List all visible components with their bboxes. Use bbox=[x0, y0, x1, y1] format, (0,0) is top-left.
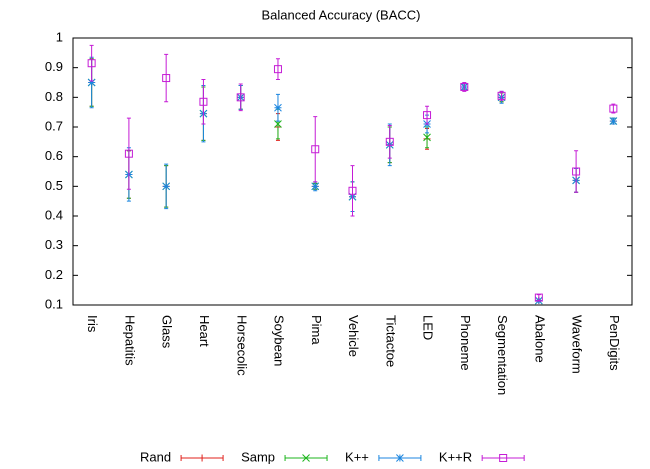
legend-label: Samp bbox=[241, 449, 275, 464]
point-marker bbox=[311, 145, 320, 154]
y-tick-label: 0.6 bbox=[45, 148, 63, 163]
legend-label: Rand bbox=[140, 449, 171, 464]
error-bar bbox=[350, 165, 355, 217]
x-tick-label: LED bbox=[421, 315, 436, 340]
point-marker bbox=[534, 293, 543, 302]
point-marker bbox=[423, 111, 432, 120]
x-tick-label: Waveform bbox=[570, 315, 585, 374]
y-tick-label: 0.3 bbox=[45, 237, 63, 252]
point-marker bbox=[87, 59, 96, 68]
x-tick-label: Heart bbox=[197, 315, 212, 347]
point-marker bbox=[124, 149, 133, 158]
x-tick-label: Tictactoe bbox=[383, 315, 398, 367]
error-bar bbox=[425, 105, 430, 125]
error-bar bbox=[89, 44, 94, 82]
legend-label: K++R bbox=[439, 449, 472, 464]
chart-title: Balanced Accuracy (BACC) bbox=[262, 7, 421, 22]
error-bar bbox=[126, 117, 131, 190]
error-bar bbox=[574, 150, 579, 193]
y-tick-label: 0.2 bbox=[45, 267, 63, 282]
x-tick-label: Hepatitis bbox=[122, 315, 137, 366]
x-tick-label: Horsecolic bbox=[234, 315, 249, 376]
point-marker bbox=[199, 97, 208, 106]
point-marker bbox=[385, 137, 394, 146]
x-tick-label: Phoneme bbox=[458, 315, 473, 371]
x-tick-label: Segmentation bbox=[495, 315, 510, 395]
point-marker bbox=[348, 186, 357, 195]
error-bar bbox=[164, 53, 169, 103]
point-marker bbox=[423, 133, 431, 142]
point-marker bbox=[311, 182, 320, 191]
y-tick-label: 1 bbox=[56, 29, 63, 44]
x-tick-label: Abalone bbox=[532, 315, 547, 363]
point-marker bbox=[274, 120, 282, 128]
error-bar bbox=[313, 116, 318, 183]
x-tick-label: Vehicle bbox=[346, 315, 361, 357]
error-bar bbox=[536, 294, 541, 302]
x-tick-label: Pima bbox=[309, 315, 324, 345]
error-bar bbox=[201, 79, 206, 125]
point-marker bbox=[273, 65, 282, 74]
point-marker bbox=[236, 93, 245, 102]
x-tick-label: PenDigits bbox=[607, 315, 622, 371]
legend-marker bbox=[499, 454, 508, 462]
y-tick-label: 0.7 bbox=[45, 118, 63, 133]
error-bar bbox=[611, 103, 616, 114]
point-marker bbox=[497, 91, 506, 100]
plot-frame bbox=[72, 37, 633, 306]
x-tick-label: Soybean bbox=[272, 315, 287, 366]
error-bar bbox=[387, 125, 392, 159]
y-tick-label: 0.4 bbox=[45, 207, 63, 222]
point-marker bbox=[609, 104, 618, 113]
point-marker bbox=[609, 117, 618, 125]
error-bar bbox=[275, 58, 280, 81]
y-tick-label: 0.5 bbox=[45, 178, 63, 193]
error-bar bbox=[238, 83, 243, 112]
x-tick-label: Iris bbox=[85, 315, 100, 333]
legend-marker bbox=[198, 454, 206, 462]
point-marker bbox=[572, 167, 581, 176]
point-marker bbox=[274, 103, 282, 112]
legend-marker bbox=[302, 454, 310, 462]
legend-label: K++ bbox=[345, 449, 369, 464]
point-marker bbox=[162, 74, 171, 83]
point-marker bbox=[460, 82, 469, 91]
error-bar bbox=[499, 90, 504, 101]
y-tick-label: 0.9 bbox=[45, 59, 63, 74]
x-tick-label: Glass bbox=[160, 315, 175, 349]
point-marker bbox=[87, 78, 96, 87]
legend-marker bbox=[396, 454, 404, 462]
point-marker bbox=[162, 182, 171, 191]
error-bar bbox=[462, 82, 467, 92]
y-tick-label: 0.1 bbox=[45, 296, 63, 311]
y-tick-label: 0.8 bbox=[45, 89, 63, 104]
